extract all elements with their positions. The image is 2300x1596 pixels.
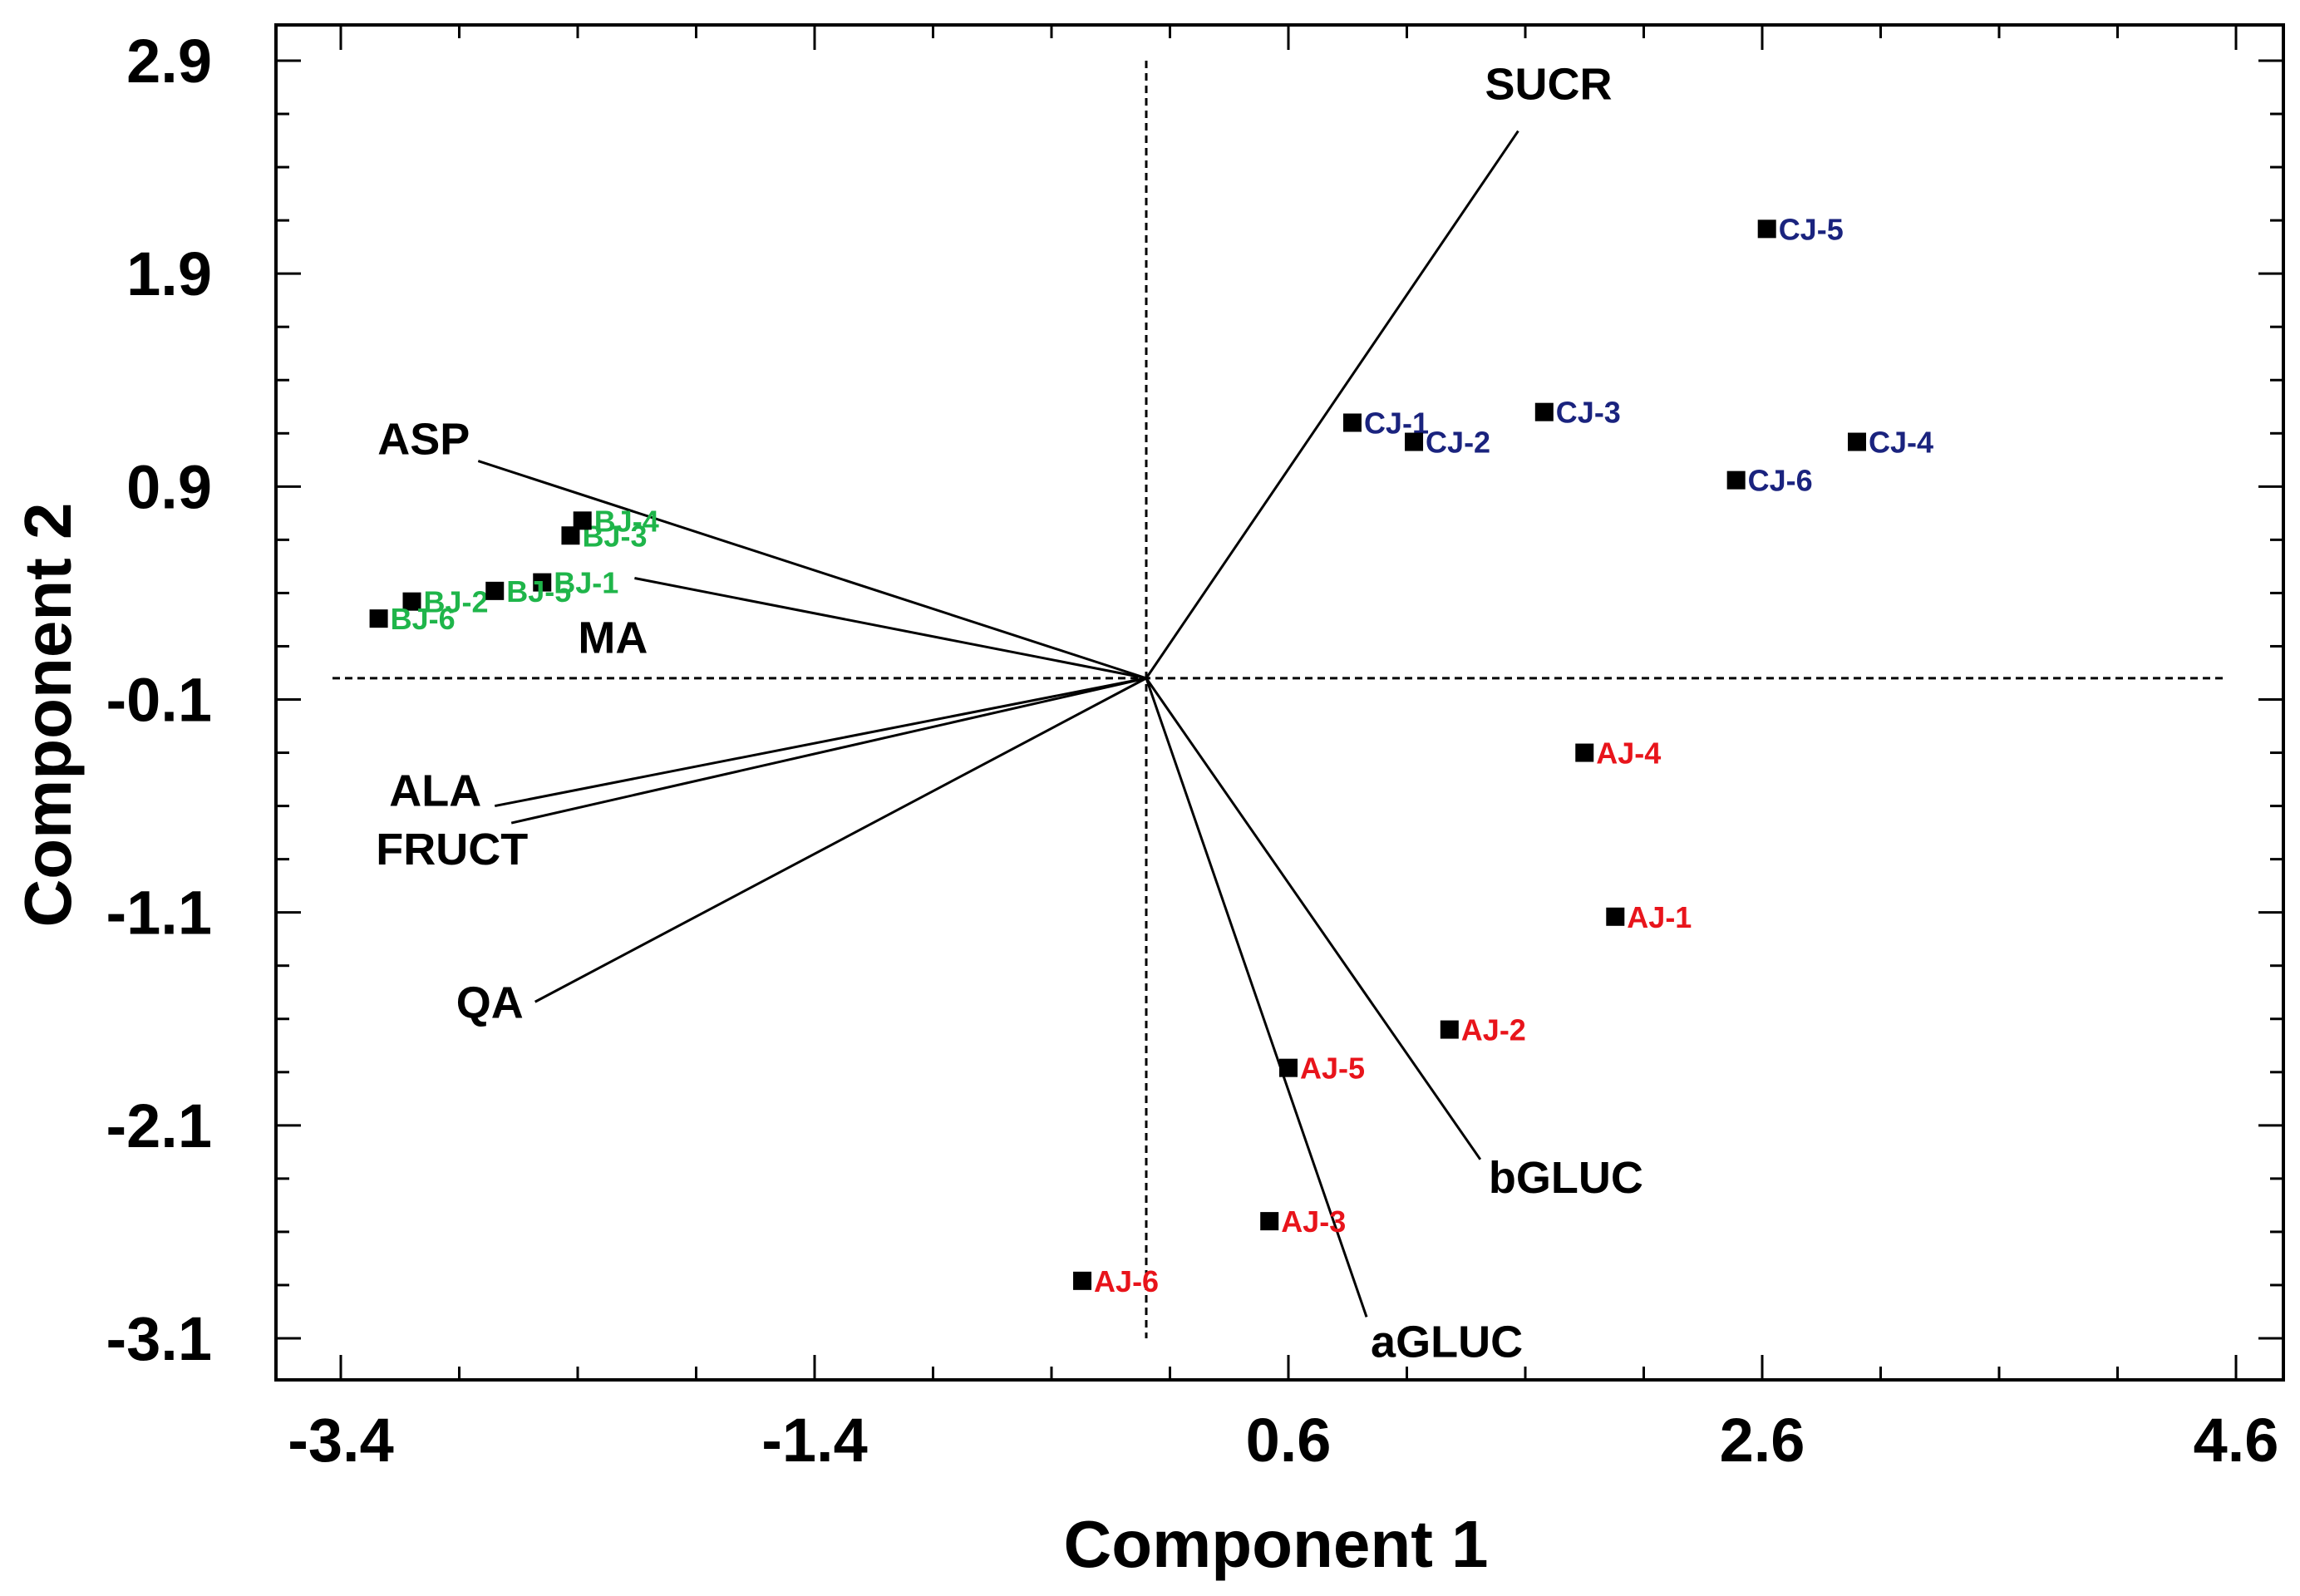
x-axis-title: Component 1 <box>1063 1507 1488 1581</box>
y-tick-label: 2.9 <box>126 27 212 96</box>
vector-ala-label: ALA <box>389 766 481 816</box>
x-tick-label: -3.4 <box>288 1406 394 1475</box>
plot-frame <box>274 23 2285 1382</box>
vector-bgluc-line <box>1145 677 1482 1160</box>
y-tick-label: 1.9 <box>126 239 212 308</box>
loading-vectors: SUCR ASP MA ALA FRUCT QA bGLUC aGLUC <box>376 60 1643 1367</box>
point-cj-4-marker <box>1848 432 1866 451</box>
vector-ma-label: MA <box>578 613 648 663</box>
vector-asp-line <box>477 460 1147 680</box>
y-tick-label: 0.9 <box>126 452 212 521</box>
point-aj-2-marker <box>1440 1020 1459 1039</box>
point-aj-2-label: AJ-2 <box>1461 1013 1526 1047</box>
vector-sucr-line <box>1145 130 1519 679</box>
point-cj-5-label: CJ-5 <box>1779 212 1844 246</box>
point-cj-6-label: CJ-6 <box>1748 464 1813 498</box>
point-cj-5-marker <box>1757 219 1776 239</box>
point-bj-4-label: BJ-4 <box>594 504 659 538</box>
point-bj-3-label: BJ-3 <box>582 519 647 553</box>
tick-labels: -3.4 -1.4 0.6 2.6 4.6 2.9 1.9 0.9 -0.1 -1.1 -2.1 -3… <box>106 27 2278 1475</box>
x-tick-label: 0.6 <box>1246 1406 1332 1475</box>
point-aj-5-label: AJ-5 <box>1300 1052 1365 1086</box>
x-tick-label: -1.4 <box>761 1406 868 1475</box>
point-aj-1-marker <box>1606 907 1625 926</box>
x-tick-label: 2.6 <box>1720 1406 1805 1475</box>
point-aj-4-label: AJ-4 <box>1596 736 1661 771</box>
point-bj-2-label: BJ-2 <box>424 585 489 619</box>
point-bj-6-marker <box>369 609 388 628</box>
point-aj-6-label: AJ-6 <box>1094 1264 1159 1298</box>
vector-bgluc-label: bGLUC <box>1489 1153 1643 1203</box>
point-cj-3-marker <box>1534 402 1554 421</box>
vector-fruct-line <box>510 677 1147 825</box>
point-bj-5-label: BJ-5 <box>506 574 571 608</box>
point-aj-4-marker <box>1575 743 1594 762</box>
vector-fruct-label: FRUCT <box>376 825 528 874</box>
point-cj-3-label: CJ-3 <box>1556 396 1621 430</box>
vector-asp-label: ASP <box>377 415 470 465</box>
point-aj-3-label: AJ-3 <box>1281 1204 1346 1239</box>
x-tick-label: 4.6 <box>2194 1406 2279 1475</box>
y-tick-label: -0.1 <box>106 666 212 735</box>
point-cj-1-marker <box>1342 413 1362 432</box>
y-tick-label: -3.1 <box>106 1304 212 1373</box>
y-tick-label: -1.1 <box>106 879 212 948</box>
point-aj-1-label: AJ-1 <box>1627 900 1692 934</box>
point-cj-2-label: CJ-2 <box>1426 426 1490 460</box>
point-aj-6-marker <box>1073 1271 1092 1290</box>
vector-ala-line <box>494 677 1147 808</box>
point-bj-6-label: BJ-6 <box>391 602 456 636</box>
point-aj-3-marker <box>1260 1212 1279 1231</box>
point-bj-3-marker <box>561 526 580 545</box>
vector-agluc-label: aGLUC <box>1371 1317 1523 1367</box>
point-aj-5-marker <box>1279 1058 1298 1077</box>
y-tick-label: -2.1 <box>106 1091 212 1160</box>
point-cj-4-label: CJ-4 <box>1869 426 1933 460</box>
vector-sucr-label: SUCR <box>1485 60 1612 110</box>
vector-agluc-line <box>1145 677 1368 1318</box>
point-bj-1-label: BJ-1 <box>554 566 618 600</box>
vector-qa-label: QA <box>456 978 524 1027</box>
y-axis-title: Component 2 <box>11 502 85 927</box>
point-cj-2-marker <box>1405 432 1424 451</box>
point-bj-5-marker <box>485 581 505 600</box>
axis-ticks <box>276 25 2283 1380</box>
point-bj-4-marker <box>573 511 592 530</box>
point-bj-1-marker <box>533 573 552 592</box>
vector-qa-line <box>534 677 1147 1003</box>
point-cj-6-marker <box>1726 470 1746 490</box>
origin-reference-lines <box>332 61 2228 1338</box>
sample-points: AJ-1 AJ-2 AJ-3 AJ-4 AJ-5 AJ-6 BJ-1 BJ-2 BJ-3BJ-4… <box>369 212 1933 1298</box>
point-bj-2-marker <box>402 592 421 611</box>
vector-ma-line <box>634 577 1147 680</box>
